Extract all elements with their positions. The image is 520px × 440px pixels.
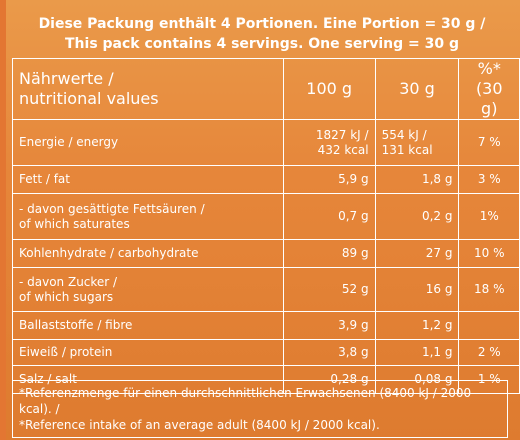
servings-header-en: This pack contains 4 servings. One servi… <box>65 36 459 52</box>
value-100g: 1827 kJ / 432 kcal <box>282 119 376 166</box>
nutrient-label: - davon Zucker / of which sugars <box>12 267 284 312</box>
value-100g: 5,9 g <box>282 165 376 194</box>
value-30g: 1,1 g <box>374 339 460 366</box>
footnote-en: *Reference intake of an average adult (8… <box>19 418 380 432</box>
nutrient-label: - davon gesättigte Fettsäuren / of which… <box>12 193 284 240</box>
table-row: Kohlenhydrate / carbohydrate 89 g 27 g 1… <box>12 239 520 268</box>
value-100g: 52 g <box>282 267 376 312</box>
column-header-100g: 100 g <box>282 58 376 120</box>
column-header-30g: 30 g <box>374 58 460 120</box>
value-100g: 0,7 g <box>282 193 376 240</box>
value-30g: 0,08 g <box>374 365 460 394</box>
value-percent: 1 % <box>458 365 520 394</box>
packaging-edge <box>0 0 6 440</box>
nutrient-label-line2: of which saturates <box>19 216 130 231</box>
value-100g-line1: 1827 kJ / <box>315 127 369 142</box>
value-30g: 27 g <box>374 239 460 268</box>
nutrient-label-line2: of which sugars <box>19 289 114 304</box>
value-100g: 3,8 g <box>282 339 376 366</box>
footnote-de: *Referenzmenge für einen durchschnittlic… <box>19 386 472 416</box>
table-row: Eiweiß / protein 3,8 g 1,1 g 2 % <box>12 339 520 366</box>
nutrient-label: Fett / fat <box>12 165 284 194</box>
nutrient-label: Salz / salt <box>12 365 284 394</box>
servings-header: Diese Packung enthält 4 Portionen. Eine … <box>32 14 492 54</box>
value-percent <box>458 311 520 340</box>
value-percent: 7 % <box>458 119 520 166</box>
value-30g-line2: 131 kcal <box>381 142 433 157</box>
value-percent: 3 % <box>458 165 520 194</box>
value-100g: 89 g <box>282 239 376 268</box>
table-row: - davon Zucker / of which sugars 52 g 16… <box>12 267 520 312</box>
column-header-nutrient-de: Nährwerte / <box>19 69 114 88</box>
value-30g: 16 g <box>374 267 460 312</box>
column-header-percent: %* (30 g) <box>458 58 520 120</box>
servings-header-de: Diese Packung enthält 4 Portionen. Eine … <box>38 16 486 32</box>
value-100g: 3,9 g <box>282 311 376 340</box>
value-30g: 1,8 g <box>374 165 460 194</box>
table-row: Ballaststoffe / fibre 3,9 g 1,2 g <box>12 311 520 340</box>
nutrient-label-line1: - davon gesättigte Fettsäuren / <box>19 201 205 216</box>
value-100g-line2: 432 kcal <box>317 142 369 157</box>
value-percent: 2 % <box>458 339 520 366</box>
value-30g: 554 kJ / 131 kcal <box>374 119 460 166</box>
column-header-nutrient-en: nutritional values <box>19 89 159 108</box>
reference-intake-footnote: *Referenzmenge für einen durchschnittlic… <box>12 380 508 438</box>
nutrient-label: Eiweiß / protein <box>12 339 284 366</box>
nutrient-label: Kohlenhydrate / carbohydrate <box>12 239 284 268</box>
table-header-row: Nährwerte / nutritional values 100 g 30 … <box>12 58 520 120</box>
column-header-percent-line1: %* <box>477 59 501 78</box>
table-row: - davon gesättigte Fettsäuren / of which… <box>12 193 520 240</box>
value-30g-line1: 554 kJ / <box>381 127 427 142</box>
table-row: Salz / salt 0,28 g 0,08 g 1 % <box>12 365 520 394</box>
value-percent: 10 % <box>458 239 520 268</box>
value-30g: 1,2 g <box>374 311 460 340</box>
value-100g: 0,28 g <box>282 365 376 394</box>
column-header-percent-line2: (30 g) <box>475 79 503 118</box>
nutrient-label-line1: Energie / energy <box>19 135 119 149</box>
table-row: Energie / energy 1827 kJ / 432 kcal 554 … <box>12 119 520 166</box>
value-percent: 18 % <box>458 267 520 312</box>
value-percent: 1% <box>458 193 520 240</box>
column-header-nutrient: Nährwerte / nutritional values <box>12 58 284 120</box>
nutrient-label: Ballaststoffe / fibre <box>12 311 284 340</box>
value-30g: 0,2 g <box>374 193 460 240</box>
nutrition-table: Nährwerte / nutritional values 100 g 30 … <box>12 58 520 394</box>
nutrient-label-line1: - davon Zucker / <box>19 274 118 289</box>
nutrient-label: Energie / energy <box>12 119 284 166</box>
table-row: Fett / fat 5,9 g 1,8 g 3 % <box>12 165 520 194</box>
